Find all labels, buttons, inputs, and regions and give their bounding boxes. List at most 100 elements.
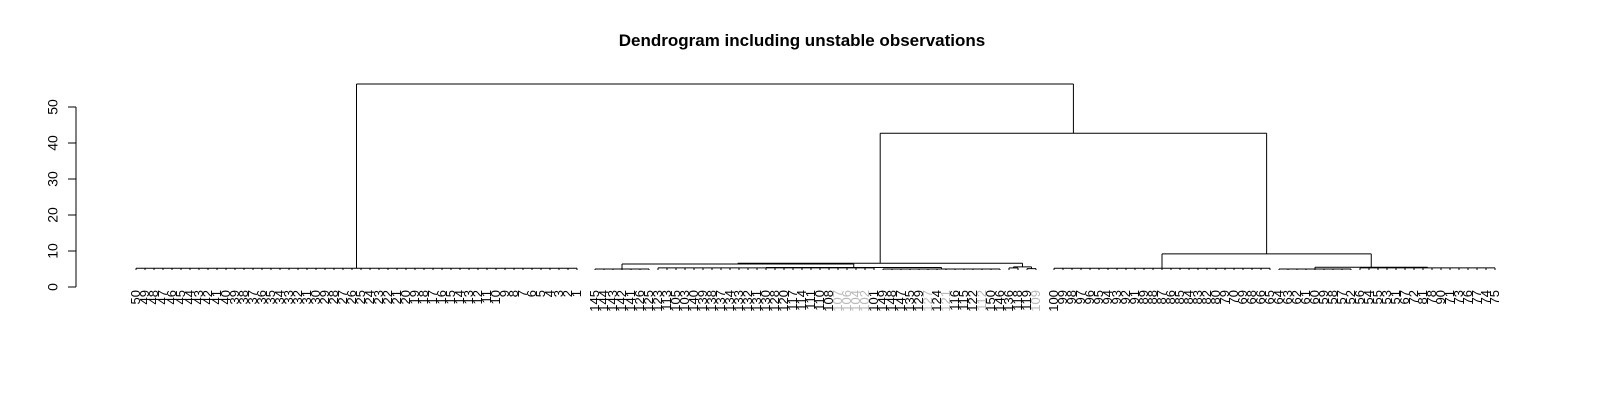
leaf-label: 130 xyxy=(758,290,773,312)
leaf-label: 16 xyxy=(434,290,449,304)
leaf-label: 123 xyxy=(650,290,665,312)
y-tick-label: 10 xyxy=(45,243,61,259)
leaf-label: 68 xyxy=(1244,290,1259,304)
leaf-label: 61 xyxy=(1298,290,1313,304)
leaf-label: 148 xyxy=(884,290,899,312)
leaf-label: 129 xyxy=(911,290,926,312)
leaf-label: 69 xyxy=(1235,290,1250,304)
leaf-label: 9 xyxy=(497,290,512,297)
leaf-label: 25 xyxy=(353,290,368,304)
leaf-label: 102 xyxy=(857,290,872,312)
leaf-label: 24 xyxy=(362,290,377,304)
leaf-label: 114 xyxy=(794,290,809,311)
leaf-label: 87 xyxy=(1154,290,1169,304)
leaf-label: 32 xyxy=(290,290,305,304)
leaf-label: 78 xyxy=(1424,290,1439,304)
leaf-label: 104 xyxy=(848,290,863,312)
leaf-label: 119 xyxy=(1019,290,1034,311)
leaf-label: 82 xyxy=(1199,290,1214,304)
leaf-label: 3 xyxy=(551,290,566,297)
leaf-label: 59 xyxy=(1316,290,1331,304)
leaf-label: 75 xyxy=(1487,290,1502,304)
leaf-label: 46 xyxy=(164,290,179,304)
leaf-label: 38 xyxy=(236,290,251,304)
leaf-label: 42 xyxy=(200,290,215,304)
y-tick-label: 20 xyxy=(45,207,61,223)
leaf-label: 37 xyxy=(245,290,260,304)
leaf-label: 41 xyxy=(209,290,224,304)
leaf-label: 35 xyxy=(263,290,278,304)
leaf-label: 18 xyxy=(416,290,431,304)
leaf-label: 28 xyxy=(326,290,341,304)
leaf-label: 50 xyxy=(128,290,143,304)
leaf-label: 11 xyxy=(479,290,494,304)
leaf-label: 150 xyxy=(983,290,998,312)
leaf-label: 107 xyxy=(830,290,845,312)
leaf-label: 76 xyxy=(1460,290,1475,304)
leaf-label: 77 xyxy=(1469,290,1484,304)
leaf-label: 99 xyxy=(1055,290,1070,304)
leaf-label: 90 xyxy=(1433,290,1448,304)
leaf-label: 111 xyxy=(803,290,818,310)
leaf-label: 103 xyxy=(677,290,692,312)
leaf-label: 120 xyxy=(776,290,791,312)
leaf-label: 34 xyxy=(272,290,287,304)
leaf-label: 95 xyxy=(1091,290,1106,304)
leaf-label: 73 xyxy=(1451,290,1466,304)
leaf-label: 6 xyxy=(524,290,539,297)
y-axis: 0 10 20 30 40 50 xyxy=(45,99,77,291)
leaf-label: 63 xyxy=(1280,290,1295,304)
leaf-label: 19 xyxy=(407,290,422,304)
leaf-label: 36 xyxy=(254,290,269,304)
leaf-label: 128 xyxy=(767,290,782,312)
leaf-label: 101 xyxy=(866,290,881,312)
leaf-label: 139 xyxy=(695,290,710,312)
leaf-label: 146 xyxy=(992,290,1007,312)
leaf-label: 106 xyxy=(839,290,854,312)
leaf-label: 21 xyxy=(389,290,404,304)
leaf-label: 10 xyxy=(488,290,503,304)
leaf-label: 93 xyxy=(1109,290,1124,304)
leaf-label: 45 xyxy=(173,290,188,304)
leaf-label: 91 xyxy=(1127,290,1142,304)
leaf-label: 4 xyxy=(542,290,557,297)
leaf-label: 94 xyxy=(1100,290,1115,304)
leaf-label: 112 xyxy=(974,290,989,311)
y-tick-label: 30 xyxy=(45,171,61,187)
leaf-label: 71 xyxy=(1442,290,1457,304)
leaf-label: 52 xyxy=(1343,290,1358,304)
leaf-label: 131 xyxy=(749,290,764,312)
leaf-label: 96 xyxy=(1082,290,1097,304)
leaf-label: 108 xyxy=(821,290,836,312)
leaf-label: 89 xyxy=(1136,290,1151,304)
leaf-labels: 5049484746454443424140393837363534333231… xyxy=(128,290,1502,312)
leaf-label: 134 xyxy=(722,290,737,312)
leaf-label: 127 xyxy=(920,290,935,312)
leaf-label: 88 xyxy=(1145,290,1160,304)
leaf-label: 17 xyxy=(425,290,440,304)
leaf-label: 1 xyxy=(569,290,584,297)
leaf-label: 8 xyxy=(506,290,521,297)
leaf-label: 48 xyxy=(146,290,161,304)
leaf-label: 65 xyxy=(1262,290,1277,304)
leaf-label: 142 xyxy=(614,290,629,312)
leaf-label: 84 xyxy=(1181,290,1196,304)
leaf-label: 13 xyxy=(461,290,476,304)
y-tick-label: 40 xyxy=(45,135,61,151)
leaf-label: 31 xyxy=(299,290,314,304)
leaf-label: 138 xyxy=(704,290,719,312)
leaf-label: 80 xyxy=(1208,290,1223,304)
leaf-label: 132 xyxy=(740,290,755,312)
leaf-label: 43 xyxy=(191,290,206,304)
leaf-label: 40 xyxy=(218,290,233,304)
leaf-label: 62 xyxy=(1289,290,1304,304)
leaf-label: 26 xyxy=(344,290,359,304)
leaf-label: 97 xyxy=(1073,290,1088,304)
leaf-label: 110 xyxy=(812,290,827,311)
leaf-label: 70 xyxy=(1226,290,1241,304)
leaf-label: 136 xyxy=(1001,290,1016,312)
leaf-label: 81 xyxy=(1415,290,1430,304)
leaf-label: 105 xyxy=(668,290,683,312)
leaf-label: 54 xyxy=(1361,290,1376,304)
